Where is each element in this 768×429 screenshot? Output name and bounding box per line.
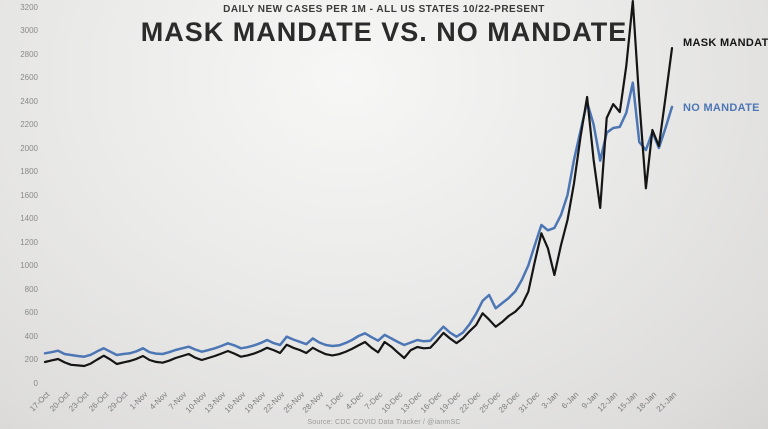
line-no-mandate [43,81,674,358]
series-label-no-mandate: NO MANDATE [683,102,760,114]
y-tick-label: 400 [24,331,38,341]
y-tick-label: 2200 [20,120,38,129]
y-tick-label: 1200 [20,237,38,247]
y-tick-label: 2600 [20,73,38,82]
y-tick-label: 2800 [20,49,38,59]
y-tick-label: 1600 [20,190,38,200]
y-tick-label: 200 [24,355,38,364]
y-tick-label: 800 [24,284,38,294]
source-note: Source: CDC COVID Data Tracker / @ianmSC [307,419,461,426]
y-tick-label: 3000 [20,26,38,35]
y-tick-label: 2400 [20,96,38,106]
y-tick-label: 2000 [20,143,38,153]
y-tick-label: 600 [24,308,38,317]
y-tick-label: 0 [33,378,38,388]
y-tick-label: 3200 [20,2,38,12]
y-tick-label: 1000 [20,261,38,270]
y-tick-label: 1800 [20,167,38,176]
series-label-mask-mandate: MASK MANDATE [683,37,768,49]
line-mask-mandate [43,0,674,368]
y-tick-label: 1400 [20,214,38,223]
